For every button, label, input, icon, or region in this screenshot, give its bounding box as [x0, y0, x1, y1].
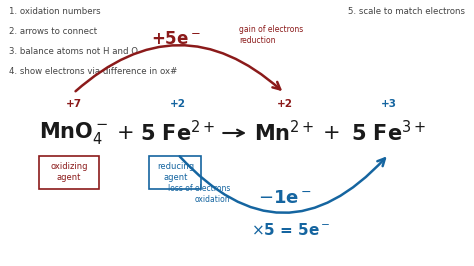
Text: $-$1e$^-$: $-$1e$^-$: [258, 189, 312, 207]
Text: +2: +2: [170, 99, 186, 109]
Text: gain of electrons
reduction: gain of electrons reduction: [239, 24, 304, 45]
Text: +: +: [323, 123, 341, 143]
Text: +7: +7: [65, 99, 82, 109]
Text: +5e$^-$: +5e$^-$: [151, 30, 200, 48]
Text: $\times$5 = 5e$^-$: $\times$5 = 5e$^-$: [251, 222, 331, 238]
Text: +: +: [117, 123, 135, 143]
Text: oxidizing
agent: oxidizing agent: [50, 162, 88, 182]
Text: 1. oxidation numbers: 1. oxidation numbers: [9, 7, 101, 16]
Text: 5. scale to match electrons: 5. scale to match electrons: [347, 7, 465, 16]
Text: 4. show electrons via difference in ox#: 4. show electrons via difference in ox#: [9, 66, 178, 76]
Text: Mn$^{2+}$: Mn$^{2+}$: [254, 120, 315, 146]
Text: 3. balance atoms not H and O: 3. balance atoms not H and O: [9, 47, 138, 56]
Text: +3: +3: [381, 99, 397, 109]
Text: loss of electrons
oxidation: loss of electrons oxidation: [167, 184, 230, 204]
Text: MnO$_4^-$: MnO$_4^-$: [39, 120, 108, 146]
Text: 5 Fe$^{2+}$: 5 Fe$^{2+}$: [140, 120, 215, 146]
Text: 2. arrows to connect: 2. arrows to connect: [9, 27, 98, 36]
Text: 5 Fe$^{3+}$: 5 Fe$^{3+}$: [351, 120, 426, 146]
Text: +2: +2: [276, 99, 292, 109]
Text: reducing
agent: reducing agent: [157, 162, 194, 182]
